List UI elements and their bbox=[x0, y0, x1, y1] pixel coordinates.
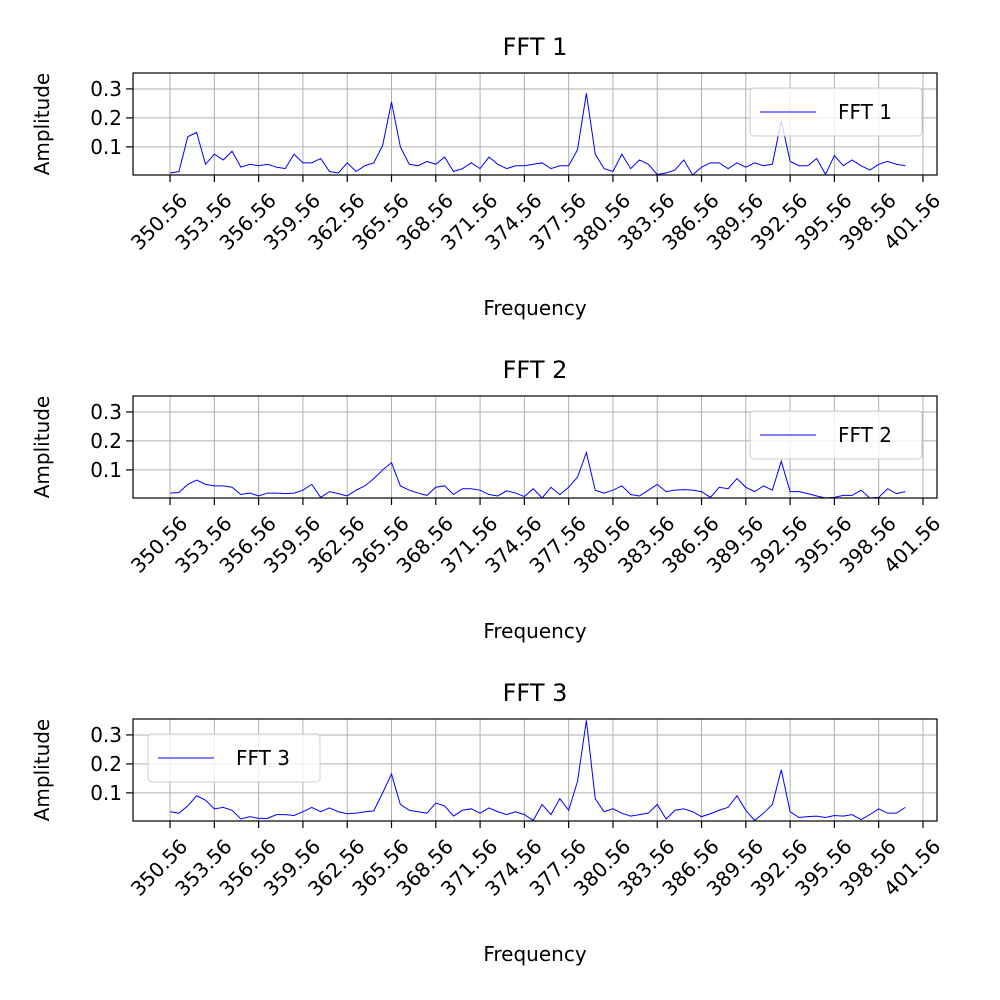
data-line bbox=[169, 720, 906, 822]
legend-box bbox=[749, 410, 923, 460]
y-tick-label: 0.3 bbox=[90, 400, 122, 424]
y-tick-label: 0.1 bbox=[90, 458, 122, 482]
y-tick-label: 0.2 bbox=[90, 106, 122, 130]
y-axis-label: Amplitude bbox=[30, 73, 54, 176]
subplot-title: FFT 1 bbox=[503, 33, 568, 61]
y-tick-label: 0.2 bbox=[90, 752, 122, 776]
subplot-title: FFT 3 bbox=[503, 679, 568, 707]
data-line bbox=[170, 450, 906, 499]
y-tick-label: 0.1 bbox=[90, 781, 122, 805]
axes-frame bbox=[132, 395, 938, 499]
y-tick-label: 0.3 bbox=[90, 77, 122, 101]
x-axis-label: Frequency bbox=[483, 619, 586, 643]
y-tick-label: 0.2 bbox=[90, 429, 122, 453]
x-axis-label: Frequency bbox=[483, 296, 586, 320]
legend-box bbox=[147, 733, 321, 783]
legend-label: FFT 1 bbox=[838, 100, 892, 124]
axes-frame bbox=[132, 718, 938, 822]
y-tick-label: 0.1 bbox=[90, 135, 122, 159]
legend-label: FFT 2 bbox=[838, 423, 892, 447]
y-axis-label: Amplitude bbox=[30, 396, 54, 499]
y-tick-label: 0.3 bbox=[90, 723, 122, 747]
legend-label: FFT 3 bbox=[236, 746, 290, 770]
subplot-title: FFT 2 bbox=[503, 356, 568, 384]
legend-box bbox=[749, 87, 923, 137]
x-axis-label: Frequency bbox=[483, 942, 586, 966]
axes-frame bbox=[132, 72, 938, 176]
y-axis-label: Amplitude bbox=[30, 719, 54, 822]
